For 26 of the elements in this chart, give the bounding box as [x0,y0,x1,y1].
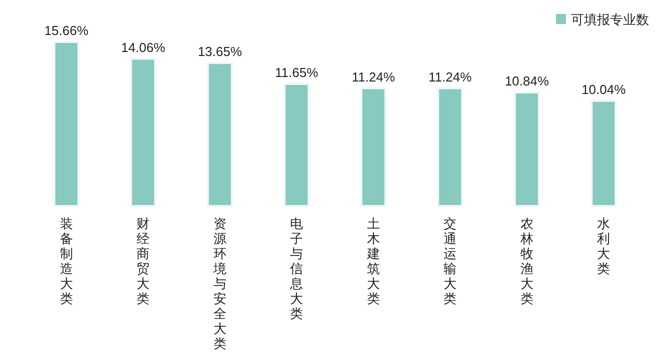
bar [360,87,386,207]
bar [590,100,617,207]
data-label: 11.65% [275,64,319,80]
x-tick-label: 电子与信息大类 [289,216,304,321]
x-tick-label: 交通运输大类 [444,216,457,306]
x-tick-label: 农林牧渔大类 [519,216,534,306]
data-label: 15.66% [44,23,89,38]
bar [437,87,464,207]
data-label: 13.65% [198,44,242,60]
bar [284,82,310,207]
data-label: 11.24% [352,69,396,84]
data-label: 11.24% [428,69,472,84]
bar [130,58,156,207]
x-tick-label: 水利大类 [597,216,610,276]
bar [206,62,233,207]
x-tick-label: 土木建筑大类 [366,216,380,306]
bar [514,91,540,207]
x-tick-label: 财经商贸大类 [136,216,150,306]
x-tick-label: 装备制造大类 [60,216,73,306]
data-label: 10.84% [504,73,550,88]
data-label: 10.04% [582,82,626,97]
legend: 可填报专业数 [556,12,649,27]
data-label: 14.06% [121,40,166,55]
category-label: 资源环境与安全大类 [213,216,226,351]
legend-label: 可填报专业数 [571,12,649,27]
bar [53,41,80,207]
